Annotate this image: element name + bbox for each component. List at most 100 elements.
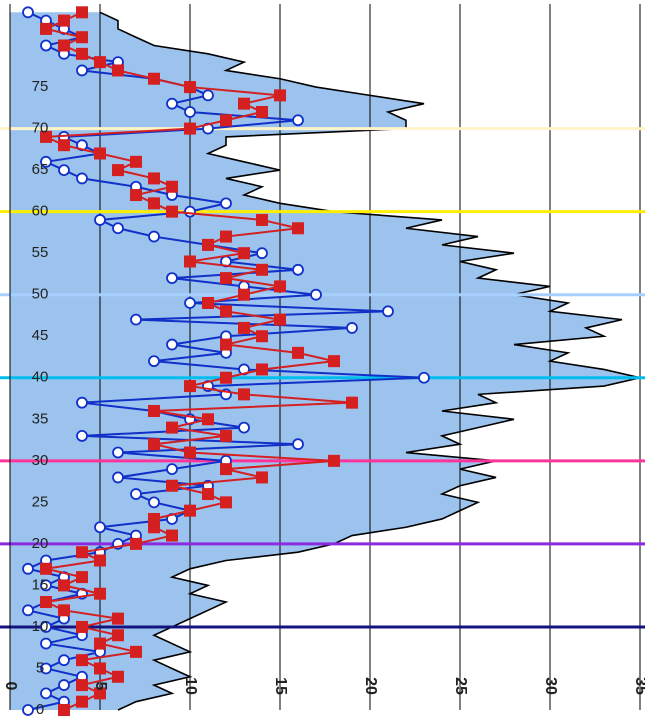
marker-square	[220, 371, 232, 384]
marker-circle	[76, 172, 88, 185]
marker-circle	[22, 604, 34, 617]
x-tick-label: 10	[182, 677, 199, 695]
marker-square	[238, 388, 250, 401]
lines	[22, 6, 430, 716]
marker-circle	[76, 430, 88, 442]
marker-square	[148, 72, 160, 85]
marker-circle	[58, 679, 70, 691]
marker-square	[184, 255, 196, 268]
marker-square	[166, 205, 178, 218]
y-tick-label: 50	[32, 286, 49, 303]
marker-square	[256, 471, 268, 484]
areas	[10, 11, 641, 711]
marker-circle	[112, 446, 124, 459]
marker-circle	[94, 521, 106, 534]
marker-square	[274, 313, 286, 326]
marker-circle	[148, 496, 160, 509]
marker-square	[274, 89, 286, 102]
marker-square	[148, 197, 160, 210]
y-tick-label: 0	[36, 701, 44, 718]
marker-circle	[166, 463, 178, 476]
marker-square	[76, 654, 88, 667]
marker-square	[94, 662, 106, 675]
marker-circle	[40, 579, 52, 592]
marker-square	[130, 189, 142, 202]
marker-circle	[40, 687, 52, 700]
reference-lines	[0, 127, 645, 629]
marker-circle	[166, 338, 178, 351]
marker-square	[76, 6, 88, 19]
marker-square	[94, 56, 106, 69]
marker-circle	[220, 197, 232, 210]
marker-square	[292, 222, 304, 235]
y-tick-label: 60	[32, 203, 49, 220]
y-tick-label: 55	[32, 244, 49, 261]
marker-square	[202, 488, 214, 501]
marker-circle	[112, 471, 124, 484]
x-tick-label: 35	[632, 677, 645, 695]
marker-square	[76, 620, 88, 633]
marker-square	[112, 629, 124, 642]
marker-square	[58, 579, 70, 592]
marker-square	[256, 263, 268, 276]
x-tick-label: 25	[452, 677, 469, 695]
marker-square	[112, 612, 124, 625]
marker-square	[76, 571, 88, 584]
marker-square	[58, 14, 70, 27]
marker-square	[184, 81, 196, 94]
labels: 0510152025303505101520253035404550556065…	[2, 78, 645, 718]
marker-circle	[22, 704, 34, 716]
marker-circle	[256, 247, 268, 260]
marker-square	[256, 105, 268, 118]
y-tick-label: 65	[32, 161, 49, 178]
marker-square	[148, 404, 160, 417]
marker-circle	[58, 164, 70, 177]
marker-square	[58, 704, 70, 716]
marker-square	[40, 596, 52, 609]
marker-circle	[148, 230, 160, 243]
marker-square	[220, 272, 232, 285]
marker-square	[148, 172, 160, 185]
marker-square	[166, 479, 178, 492]
marker-circle	[346, 322, 358, 334]
marker-circle	[40, 155, 52, 168]
marker-square	[292, 346, 304, 359]
marker-square	[94, 147, 106, 160]
marker-circle	[94, 214, 106, 226]
marker-square	[184, 504, 196, 517]
marker-square	[166, 421, 178, 434]
marker-circle	[76, 396, 88, 409]
y-tick-label: 20	[32, 535, 49, 552]
marker-square	[58, 139, 70, 152]
marker-square	[76, 31, 88, 44]
marker-square	[130, 537, 142, 550]
marker-square	[202, 238, 214, 251]
marker-circle	[112, 222, 124, 235]
marker-square	[220, 305, 232, 318]
marker-square	[76, 47, 88, 60]
marker-circle	[40, 621, 52, 633]
marker-square	[40, 562, 52, 575]
marker-circle	[310, 288, 322, 301]
marker-square	[220, 114, 232, 127]
marker-circle	[166, 272, 178, 284]
marker-square	[220, 463, 232, 476]
marker-square	[148, 438, 160, 451]
x-tick-label: 30	[542, 677, 559, 695]
marker-circle	[148, 355, 160, 368]
x-tick-label: 5	[92, 682, 109, 691]
marker-square	[256, 363, 268, 376]
marker-square	[202, 297, 214, 310]
marker-square	[94, 554, 106, 567]
y-tick-label: 75	[32, 78, 49, 95]
marker-circle	[202, 89, 214, 102]
y-tick-label: 15	[32, 576, 49, 593]
marker-square	[166, 180, 178, 193]
marker-circle	[40, 39, 52, 52]
marker-square	[238, 97, 250, 110]
y-tick-label: 45	[32, 327, 49, 344]
marker-circle	[184, 205, 196, 218]
marker-square	[94, 587, 106, 600]
marker-circle	[130, 313, 142, 326]
marker-square	[130, 155, 142, 168]
